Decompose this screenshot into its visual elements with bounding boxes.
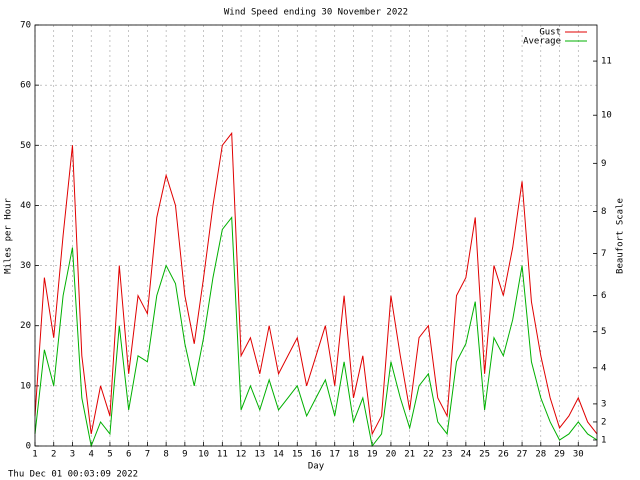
y2-tick-label: 4 [601, 363, 606, 373]
x-tick-label: 17 [329, 450, 340, 460]
x-tick-label: 1 [32, 450, 37, 460]
x-tick-label: 14 [273, 450, 284, 460]
x-tick-label: 23 [442, 450, 453, 460]
x-tick-label: 29 [554, 450, 565, 460]
x-tick-label: 19 [367, 450, 378, 460]
y-tick-label: 0 [26, 442, 31, 452]
x-tick-label: 9 [182, 450, 187, 460]
y2-tick-label: 10 [601, 111, 612, 121]
x-tick-label: 12 [236, 450, 247, 460]
x-tick-label: 7 [145, 450, 150, 460]
x-tick-label: 28 [535, 450, 546, 460]
chart-title: Wind Speed ending 30 November 2022 [224, 8, 408, 18]
x-tick-label: 6 [126, 450, 131, 460]
x-tick-label: 22 [423, 450, 434, 460]
x-tick-label: 5 [107, 450, 112, 460]
y2-tick-label: 11 [601, 57, 612, 67]
y-tick-label: 10 [20, 381, 31, 391]
y2-tick-label: 6 [601, 291, 606, 301]
footer: Thu Dec 01 00:03:09 2022 [8, 470, 138, 480]
x-tick-label: 4 [88, 450, 93, 460]
y2-tick-label: 5 [601, 327, 606, 337]
x-tick-label: 10 [198, 450, 209, 460]
x-tick-label: 2 [51, 450, 56, 460]
y-axis-label: Miles per Hour [4, 197, 14, 273]
y-tick-label: 50 [20, 141, 31, 151]
x-tick-label: 30 [573, 450, 584, 460]
x-tick-label: 8 [163, 450, 168, 460]
x-tick-label: 15 [292, 450, 303, 460]
y-tick-label: 40 [20, 201, 31, 211]
x-tick-label: 16 [311, 450, 322, 460]
y2-tick-label: 8 [601, 207, 606, 217]
y2-tick-label: 1 [601, 435, 606, 445]
y-tick-label: 70 [20, 21, 31, 31]
y-tick-label: 20 [20, 321, 31, 331]
x-tick-label: 3 [70, 450, 75, 460]
y-tick-label: 60 [20, 81, 31, 91]
x-tick-label: 13 [254, 450, 265, 460]
x-axis-label: Day [308, 462, 325, 472]
series-line [34, 216, 598, 448]
y2-tick-label: 2 [601, 417, 606, 427]
x-tick-label: 27 [517, 450, 528, 460]
x-tick-label: 20 [386, 450, 397, 460]
legend-label: Gust [539, 28, 561, 38]
x-tick-label: 25 [479, 450, 490, 460]
y2-tick-label: 7 [601, 249, 606, 259]
x-tick-label: 21 [404, 450, 415, 460]
legend-label: Average [523, 37, 561, 47]
x-tick-label: 18 [348, 450, 359, 460]
y2-axis-label: Beaufort Scale [616, 198, 626, 274]
y-tick-label: 30 [20, 261, 31, 271]
y2-tick-label: 3 [601, 399, 606, 409]
x-tick-label: 11 [217, 450, 228, 460]
y2-tick-label: 9 [601, 159, 606, 169]
x-tick-label: 24 [460, 450, 471, 460]
plot-border [34, 24, 598, 447]
x-tick-label: 26 [498, 450, 509, 460]
series-line [34, 131, 598, 436]
